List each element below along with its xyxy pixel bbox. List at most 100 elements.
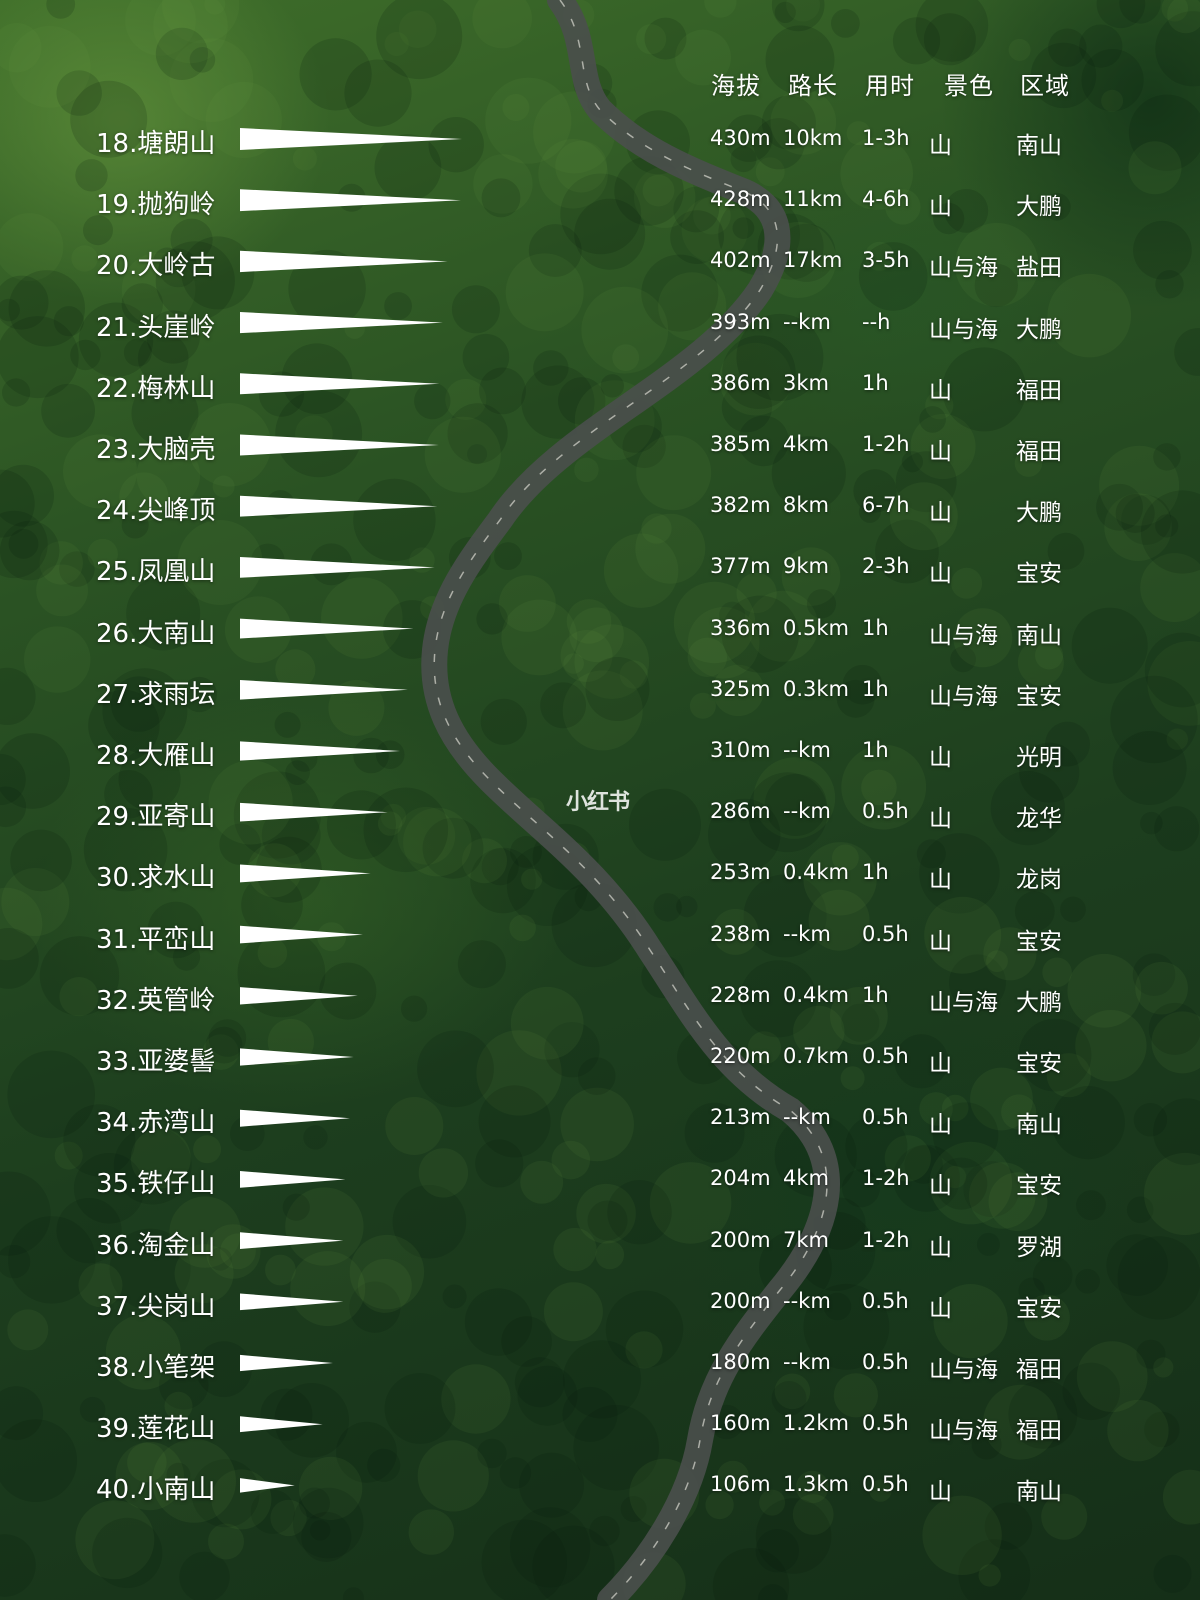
mountain-name: 38.小笔架 xyxy=(96,1353,216,1383)
duration-cell: 0.5h xyxy=(862,1044,909,1068)
altitude-cell: 238m xyxy=(710,921,771,946)
scenery-cell: 山 xyxy=(929,745,952,771)
length-cell: --km xyxy=(783,1288,831,1313)
altitude-wedge xyxy=(240,1478,295,1493)
altitude-wedge xyxy=(240,434,439,456)
scenery-cell: 山 xyxy=(929,1112,952,1139)
altitude-wedge xyxy=(240,557,435,578)
header-altitude: 海拔 xyxy=(711,72,761,100)
length-cell: 9km xyxy=(783,554,829,579)
altitude-cell: 204m xyxy=(710,1166,771,1191)
length-cell: --km xyxy=(783,309,831,334)
region-cell: 福田 xyxy=(1016,1357,1062,1383)
duration-cell: 3-5h xyxy=(862,248,910,273)
length-cell: 0.3km xyxy=(783,676,850,701)
scenery-cell: 山 xyxy=(929,1234,952,1261)
duration-cell: 1h xyxy=(862,738,889,762)
altitude-wedge xyxy=(240,802,388,822)
altitude-cell: 385m xyxy=(710,432,771,456)
scenery-cell: 山 xyxy=(929,194,952,221)
length-cell: 11km xyxy=(783,187,843,212)
scenery-cell: 山与海 xyxy=(929,1418,998,1445)
scenery-cell: 山与海 xyxy=(929,1357,998,1383)
scenery-cell: 山 xyxy=(929,867,952,894)
region-cell: 福田 xyxy=(1016,439,1062,465)
altitude-wedge xyxy=(240,373,440,395)
mountain-name: 36.淘金山 xyxy=(96,1230,216,1261)
region-cell: 大鹏 xyxy=(1016,989,1062,1016)
altitude-wedge xyxy=(240,1354,333,1372)
mountain-name: 29.亚寄山 xyxy=(96,802,216,833)
scenery-cell: 山 xyxy=(929,561,952,588)
mountain-name: 26.大南山 xyxy=(96,618,216,649)
scenery-cell: 山与海 xyxy=(929,255,998,282)
altitude-wedge xyxy=(240,495,438,517)
region-cell: 光明 xyxy=(1016,745,1062,771)
region-cell: 宝安 xyxy=(1016,1051,1062,1077)
length-cell: 8km xyxy=(783,493,829,518)
mountain-name: 22.梅林山 xyxy=(96,373,216,404)
length-cell: 0.7km xyxy=(783,1044,850,1068)
scenery-cell: 山与海 xyxy=(929,989,998,1016)
altitude-cell: 200m xyxy=(710,1227,771,1252)
region-cell: 龙华 xyxy=(1016,806,1062,833)
header-duration: 用时 xyxy=(865,72,915,100)
scenery-cell: 山 xyxy=(929,928,952,955)
altitude-cell: 402m xyxy=(710,248,771,273)
scenery-cell: 山与海 xyxy=(929,683,998,710)
altitude-wedge xyxy=(240,312,443,334)
mountain-name: 24.尖峰顶 xyxy=(96,496,216,527)
duration-cell: 0.5h xyxy=(862,799,909,824)
length-cell: --km xyxy=(783,1350,831,1374)
length-cell: --km xyxy=(783,738,831,762)
scenery-cell: 山与海 xyxy=(929,316,998,343)
region-cell: 宝安 xyxy=(1016,1173,1062,1200)
watermark: 小红书 xyxy=(566,790,630,815)
mountain-name: 30.求水山 xyxy=(96,863,216,894)
duration-cell: 1-2h xyxy=(862,1166,910,1191)
altitude-wedge xyxy=(240,1109,350,1127)
altitude-cell: 336m xyxy=(710,615,771,640)
length-cell: 0.4km xyxy=(783,982,850,1007)
duration-cell: 1h xyxy=(862,860,889,885)
altitude-wedge xyxy=(240,680,408,700)
region-cell: 福田 xyxy=(1016,1418,1062,1445)
length-cell: 10km xyxy=(783,126,843,150)
duration-cell: 0.5h xyxy=(862,1472,909,1497)
altitude-cell: 382m xyxy=(710,493,771,518)
duration-cell: 1h xyxy=(862,615,889,640)
mountain-name: 18.塘朗山 xyxy=(96,129,216,159)
duration-cell: 1h xyxy=(862,370,889,395)
altitude-wedge xyxy=(240,1232,344,1249)
mountain-name: 31.平峦山 xyxy=(96,924,216,955)
mountain-name: 27.求雨坛 xyxy=(96,679,216,710)
mountain-name: 37.尖岗山 xyxy=(96,1291,216,1322)
altitude-wedge xyxy=(240,250,448,273)
scenery-cell: 山 xyxy=(929,1173,952,1200)
header-scenery: 景色 xyxy=(944,72,994,100)
duration-cell: 0.5h xyxy=(862,1350,909,1374)
duration-cell: 2-3h xyxy=(862,554,910,579)
header-region: 区域 xyxy=(1020,72,1070,100)
altitude-cell: 228m xyxy=(710,982,771,1007)
altitude-wedge xyxy=(240,1416,323,1433)
scenery-cell: 山 xyxy=(929,500,952,527)
length-cell: 0.4km xyxy=(783,860,850,885)
altitude-wedge xyxy=(240,1293,344,1311)
scenery-cell: 山 xyxy=(929,1051,952,1077)
length-cell: --km xyxy=(783,1105,831,1130)
region-cell: 罗湖 xyxy=(1016,1234,1062,1261)
duration-cell: 4-6h xyxy=(862,187,910,212)
mountain-name: 28.大雁山 xyxy=(96,741,216,771)
altitude-cell: 310m xyxy=(710,738,771,762)
region-cell: 龙岗 xyxy=(1016,867,1062,894)
altitude-wedge xyxy=(240,925,363,944)
altitude-cell: 213m xyxy=(710,1105,771,1130)
duration-cell: 6-7h xyxy=(862,493,910,518)
altitude-cell: 386m xyxy=(710,370,771,395)
mountain-name: 20.大岭古 xyxy=(96,251,216,282)
scenery-cell: 山 xyxy=(929,1295,952,1322)
mountain-name: 23.大脑壳 xyxy=(96,435,216,465)
region-cell: 大鹏 xyxy=(1016,500,1062,527)
